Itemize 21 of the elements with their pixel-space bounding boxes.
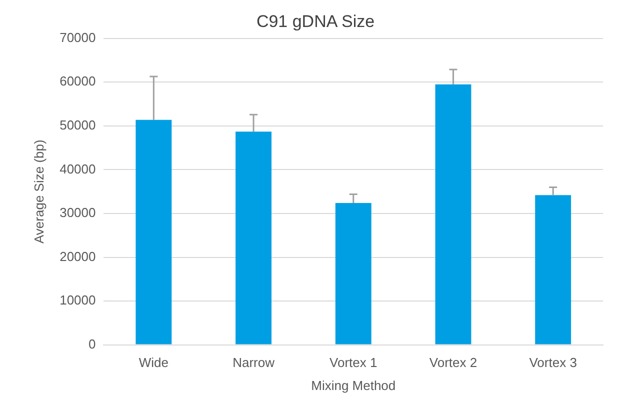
bar <box>535 195 572 344</box>
y-tick-label: 40000 <box>60 161 96 176</box>
y-tick-label: 10000 <box>60 292 96 308</box>
x-axis-title: Mixing Method <box>311 378 396 393</box>
y-tick-label: 20000 <box>60 248 96 264</box>
x-tick-label: Wide <box>138 355 168 370</box>
y-tick-label: 30000 <box>60 205 96 220</box>
y-tick-label: 0 <box>88 336 96 352</box>
x-tick-label: Vortex 2 <box>429 355 478 370</box>
y-tick-label: 50000 <box>60 118 96 133</box>
x-tick-label: Narrow <box>232 355 276 370</box>
chart-title: C91 gDNA Size <box>256 12 375 31</box>
bar <box>236 132 272 344</box>
y-tick-label: 60000 <box>60 74 96 89</box>
bar <box>335 202 372 344</box>
bar <box>435 84 472 344</box>
bar <box>136 120 172 344</box>
y-tick-label: 70000 <box>60 30 96 45</box>
y-axis-title: Average Size (bp) <box>31 140 46 244</box>
x-tick-label: Vortex 1 <box>330 355 378 370</box>
x-tick-label: Vortex 3 <box>529 355 577 370</box>
